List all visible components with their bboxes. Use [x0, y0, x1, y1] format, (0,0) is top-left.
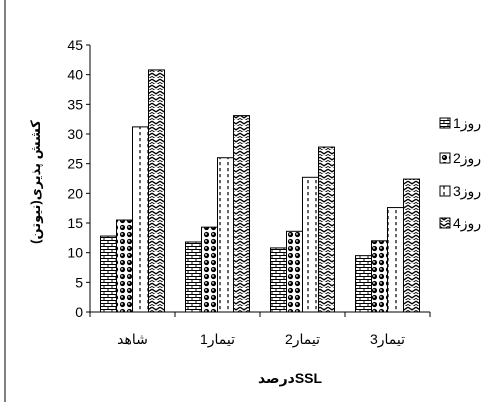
x-tick-label: شاهد — [117, 331, 148, 347]
bars — [100, 69, 420, 313]
legend-label: روز2 — [453, 150, 481, 167]
labels: درصدSSL کشش پذیری(نیوتن) — [28, 120, 322, 386]
y-tick-label: 30 — [67, 126, 83, 142]
bar — [116, 219, 133, 313]
y-tick-label: 45 — [67, 37, 83, 53]
bar — [286, 230, 303, 313]
legend: روز1 روز2 روز3 روز4 — [439, 115, 481, 232]
bar — [148, 69, 165, 313]
bar — [100, 235, 117, 313]
y-tick-label: 20 — [67, 185, 83, 201]
bar — [233, 115, 250, 313]
legend-label: روز3 — [453, 183, 481, 200]
bar — [302, 176, 319, 313]
y-tick-label: 10 — [67, 245, 83, 261]
legend-swatch — [439, 185, 451, 197]
y-tick-label: 15 — [67, 215, 83, 231]
legend-label: روز1 — [453, 115, 481, 132]
bar — [318, 146, 335, 313]
legend-swatch — [439, 217, 451, 229]
bar — [387, 207, 404, 313]
x-axis-title: درصدSSL — [258, 370, 323, 386]
x-tick-label: تیمار1 — [200, 331, 235, 348]
y-tick-label: 0 — [75, 304, 83, 320]
x-tick-label: تیمار3 — [370, 331, 405, 348]
y-tick-label: 40 — [67, 67, 83, 83]
legend-swatch — [439, 152, 451, 164]
y-axis-title: کشش پذیری(نیوتن) — [28, 120, 43, 244]
bar — [355, 255, 372, 313]
y-tick-label: 25 — [67, 156, 83, 172]
bar — [217, 157, 234, 313]
y-tick-label: 5 — [75, 274, 83, 290]
bar — [270, 247, 287, 313]
bar — [132, 126, 149, 313]
x-tick-label: تیمار2 — [285, 331, 320, 348]
bar — [403, 178, 420, 313]
bar — [185, 241, 202, 313]
bar — [371, 240, 388, 313]
legend-swatch — [439, 117, 451, 129]
legend-label: روز4 — [453, 215, 481, 232]
bar — [201, 226, 218, 313]
y-tick-label: 35 — [67, 96, 83, 112]
axes: 0 5 10 15 20 25 30 35 40 45 شاهد تیمار1 تیمار2 تیمار3 — [67, 37, 431, 348]
